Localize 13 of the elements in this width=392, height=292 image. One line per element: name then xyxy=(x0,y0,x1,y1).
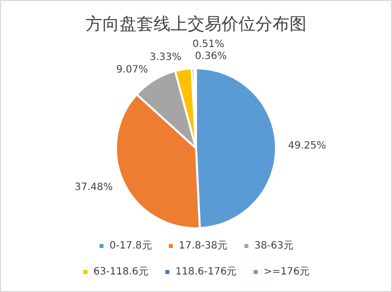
legend-label: 0-17.8元 xyxy=(110,240,152,252)
data-label: 9.07% xyxy=(116,64,148,76)
legend-label: 118.6-176元 xyxy=(175,266,237,278)
data-label: 0.51% xyxy=(192,38,224,50)
legend-label: 38-63元 xyxy=(254,240,294,252)
chart-title: 方向盘套线上交易价位分布图 xyxy=(86,14,306,35)
data-label: 49.25% xyxy=(288,140,326,152)
data-label: 37.48% xyxy=(74,182,113,194)
data-label: 0.36% xyxy=(194,50,227,62)
legend-label: 17.8-38元 xyxy=(178,240,228,252)
legend-label: >=176元 xyxy=(264,266,310,278)
legend-label: 63-118.6元 xyxy=(93,266,148,278)
data-label: 3.33% xyxy=(150,52,182,63)
